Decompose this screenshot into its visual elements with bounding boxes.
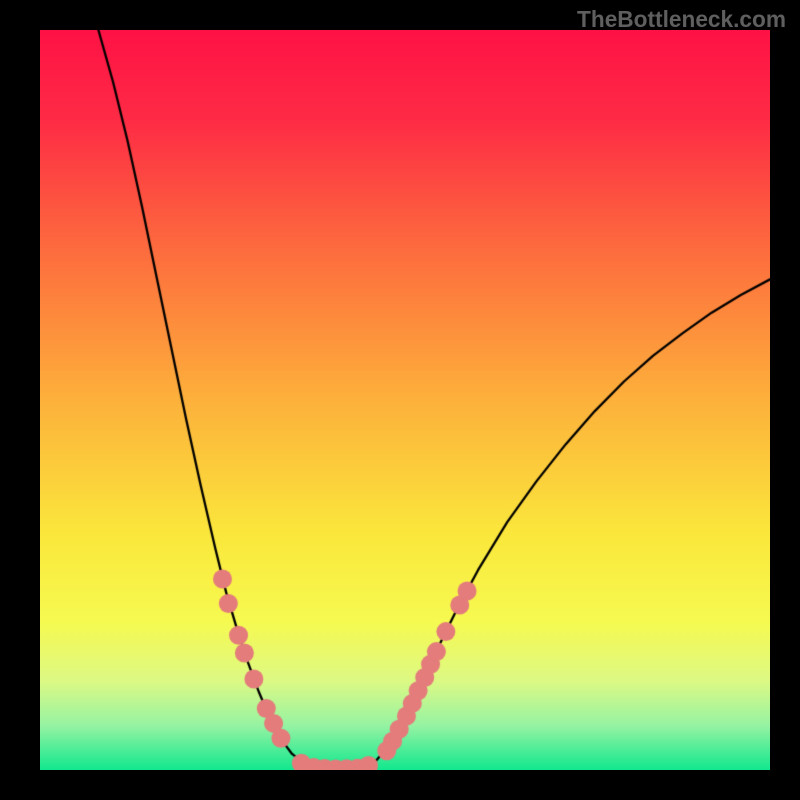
chart-stage: TheBottleneck.com xyxy=(0,0,800,800)
bottleneck-curve-chart xyxy=(40,30,770,770)
watermark-text: TheBottleneck.com xyxy=(577,6,786,33)
